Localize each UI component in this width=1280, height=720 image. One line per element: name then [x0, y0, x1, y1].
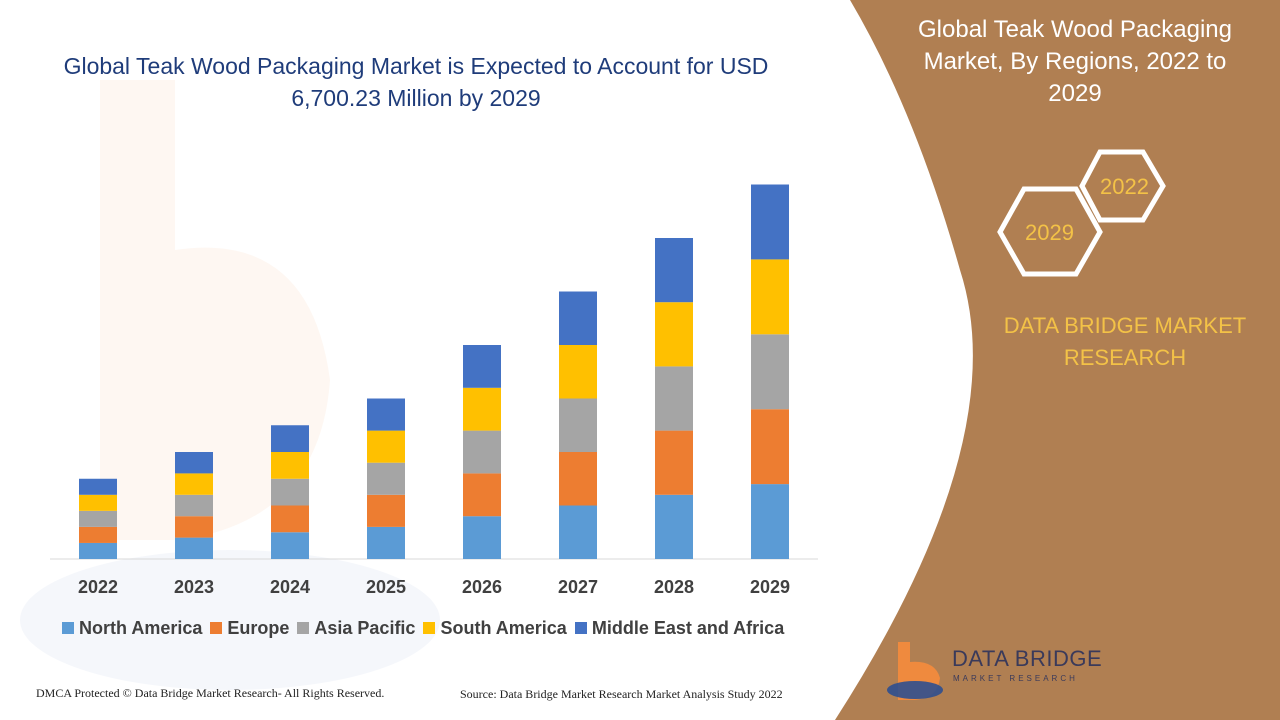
x-tick-label: 2024	[270, 577, 310, 597]
x-tick-label: 2029	[750, 577, 790, 597]
bar-segment	[751, 484, 789, 559]
bar-segment	[79, 510, 117, 527]
bar-segment	[271, 478, 309, 506]
bar-segment	[655, 430, 693, 495]
watermark-logo	[100, 80, 330, 540]
bar-segment	[175, 537, 213, 559]
legend-swatch	[210, 622, 223, 634]
brand-name: DATA BRIDGE MARKET RESEARCH	[1003, 313, 1247, 370]
right-panel	[835, 0, 1280, 720]
logo-name: DATA BRIDGE	[952, 646, 1103, 671]
bar-segment	[79, 542, 117, 559]
x-tick-label: 2023	[174, 577, 214, 597]
legend-item: Europe	[210, 618, 289, 639]
bar-segment	[271, 532, 309, 559]
bar-segment	[463, 345, 501, 388]
x-tick-label: 2026	[462, 577, 502, 597]
bar-segment	[271, 425, 309, 452]
year-2029-label: 2029	[1025, 220, 1074, 245]
bar-segment	[175, 473, 213, 495]
legend-swatch	[297, 622, 310, 634]
legend-label: Europe	[227, 617, 290, 638]
bar-segment	[367, 462, 405, 495]
legend-swatch	[62, 622, 74, 634]
legend-label: South America	[440, 617, 567, 638]
bar-segment	[751, 184, 789, 260]
legend-label: North America	[79, 617, 203, 638]
bar-segment	[655, 366, 693, 431]
bar-segment	[175, 494, 213, 517]
bar-segment	[367, 398, 405, 431]
legend-item: North America	[62, 618, 202, 639]
logo-tagline: MARKET RESEARCH	[953, 674, 1078, 683]
bar-segment	[559, 345, 597, 399]
bar-segment	[79, 526, 117, 543]
legend-label: Middle East and Africa	[591, 617, 785, 638]
legend-item: South America	[423, 617, 567, 639]
watermark-swoosh	[20, 550, 440, 690]
bar-segment	[463, 430, 501, 474]
legend-item: Asia Pacific	[297, 618, 415, 639]
bar-segment	[559, 452, 597, 506]
chart-legend: North America Europe Asia Pacific South Ame…	[62, 615, 792, 641]
bar-segment	[367, 526, 405, 559]
bar-segment	[175, 516, 213, 538]
bar-segment	[79, 478, 117, 495]
x-tick-label: 2027	[558, 577, 598, 597]
chart-title: Global Teak Wood Packaging Market is Exp…	[63, 53, 769, 111]
bar-segment	[559, 291, 597, 345]
bar-segment	[463, 473, 501, 517]
bar-segment	[751, 334, 789, 410]
bar-segment	[271, 505, 309, 533]
legend-swatch	[423, 622, 436, 634]
bar-segment	[463, 516, 501, 559]
panel-title: Global Teak Wood Packaging Market, By Re…	[918, 16, 1232, 107]
bar-segment	[367, 494, 405, 527]
legend-label: Asia Pacific	[314, 617, 416, 638]
year-2022-label: 2022	[1100, 174, 1149, 199]
legend-item: Middle East and Africa	[574, 617, 785, 639]
copyright-footer: DMCA Protected © Data Bridge Market Rese…	[36, 686, 385, 700]
bar-segment	[751, 409, 789, 485]
bar-segment	[559, 505, 597, 559]
bar-segment	[79, 494, 117, 511]
bar-segment	[751, 259, 789, 335]
x-tick-label: 2022	[78, 577, 118, 597]
bar-segment	[559, 398, 597, 452]
bar-segment	[655, 302, 693, 367]
bar-segment	[175, 452, 213, 474]
bar-segment	[271, 452, 309, 479]
legend-swatch	[574, 622, 587, 634]
x-tick-label: 2028	[654, 577, 694, 597]
source-footer: Source: Data Bridge Market Research Mark…	[460, 687, 783, 701]
bar-segment	[655, 238, 693, 303]
bar-segment	[655, 494, 693, 559]
bar-segment	[367, 430, 405, 463]
bar-segment	[463, 387, 501, 431]
x-tick-label: 2025	[366, 577, 406, 597]
